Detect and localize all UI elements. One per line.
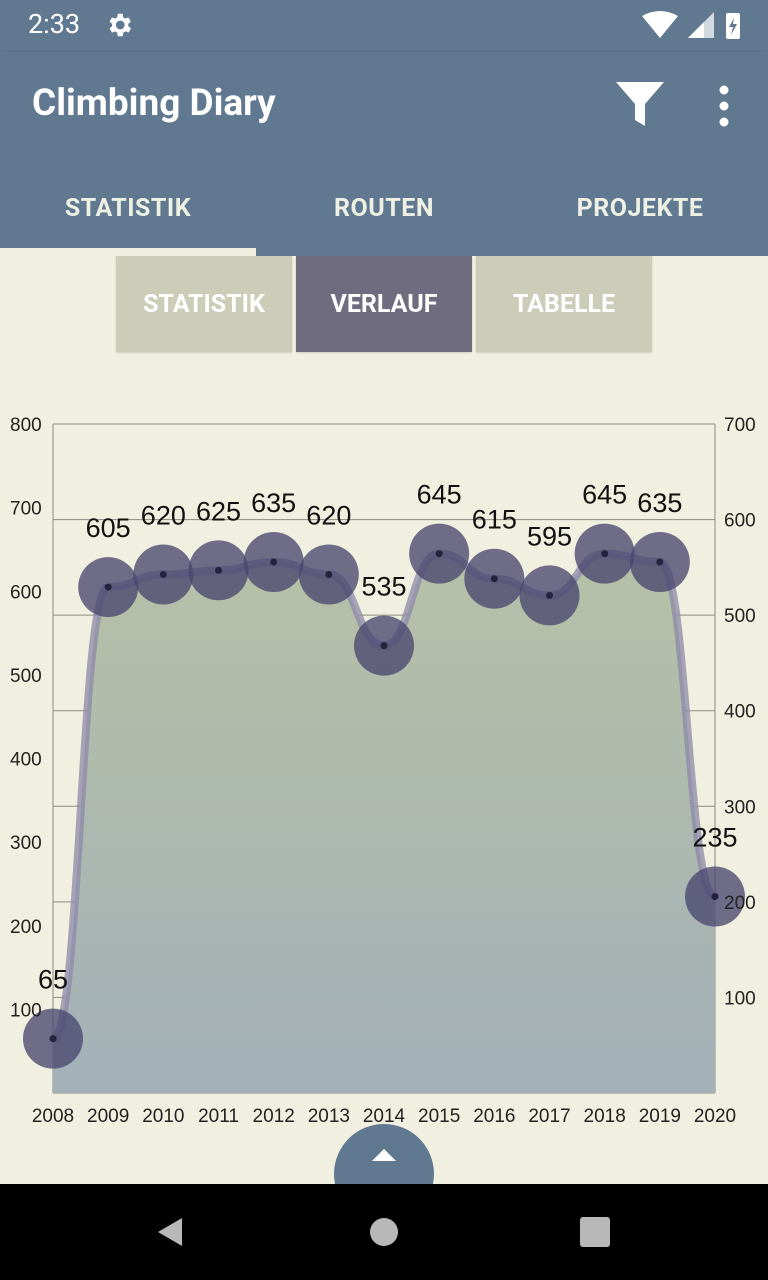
right-y-tick-label: 600 xyxy=(724,511,756,532)
status-time: 2:33 xyxy=(28,8,81,40)
chevron-up-icon xyxy=(372,1149,396,1161)
data-label: 605 xyxy=(86,513,131,543)
data-point-center xyxy=(656,558,664,566)
left-y-tick-label: 600 xyxy=(10,582,42,603)
x-tick-label: 2012 xyxy=(253,1106,295,1127)
app-title: Climbing Diary xyxy=(32,82,276,125)
data-point-center xyxy=(159,571,167,579)
data-point-center xyxy=(270,558,278,566)
data-point-center xyxy=(546,591,553,599)
left-y-tick-label: 500 xyxy=(10,666,42,687)
tab-projekte[interactable]: PROJEKTE xyxy=(576,193,704,223)
left-y-tick-label: 400 xyxy=(10,750,42,771)
data-label: 625 xyxy=(196,496,241,526)
left-y-tick-label: 100 xyxy=(10,1000,42,1021)
data-label: 65 xyxy=(38,965,68,995)
back-icon[interactable] xyxy=(154,1216,186,1248)
data-label: 615 xyxy=(472,505,517,535)
history-chart: 65 605 620 625 635 620 535 645 615 595 645 635 235 2… xyxy=(0,360,768,1180)
home-icon[interactable] xyxy=(370,1218,398,1246)
x-tick-label: 2014 xyxy=(363,1106,406,1127)
x-tick-label: 2019 xyxy=(639,1106,681,1127)
x-tick-label: 2018 xyxy=(584,1106,626,1127)
x-tick-label: 2020 xyxy=(694,1106,736,1127)
data-label: 635 xyxy=(637,488,682,518)
left-y-tick-label: 700 xyxy=(10,499,42,520)
x-tick-label: 2013 xyxy=(308,1106,350,1127)
x-tick-label: 2016 xyxy=(473,1106,515,1127)
recent-apps-icon[interactable] xyxy=(580,1217,610,1247)
right-y-tick-label: 200 xyxy=(724,893,756,914)
right-y-tick-label: 300 xyxy=(724,797,756,818)
data-label: 635 xyxy=(251,488,296,518)
more-vert-icon[interactable] xyxy=(706,84,742,128)
wifi-icon xyxy=(642,11,678,38)
data-label: 620 xyxy=(306,501,351,531)
x-tick-label: 2009 xyxy=(87,1106,129,1127)
data-label: 645 xyxy=(417,480,462,510)
x-tick-label: 2008 xyxy=(32,1106,74,1127)
right-y-tick-label: 700 xyxy=(724,415,756,436)
chart-area-fill xyxy=(53,553,715,1093)
right-y-tick-label: 500 xyxy=(724,606,756,627)
segment-statistik[interactable]: STATISTIK xyxy=(116,256,292,352)
data-point-center xyxy=(380,642,388,650)
status-icons xyxy=(642,11,740,39)
segment-verlauf[interactable]: VERLAUF xyxy=(296,256,472,352)
data-label: 620 xyxy=(141,501,186,531)
data-point-center xyxy=(435,550,443,558)
data-point-center xyxy=(325,571,333,579)
segment-tabelle[interactable]: TABELLE xyxy=(476,256,652,352)
data-point-center xyxy=(490,575,498,583)
status-bar: 2:33 xyxy=(0,0,768,52)
data-label: 595 xyxy=(527,521,572,551)
data-label: 235 xyxy=(692,822,737,852)
data-point-center xyxy=(49,1035,57,1043)
data-point-center xyxy=(215,566,222,574)
tab-routen[interactable]: ROUTEN xyxy=(334,193,434,223)
chart-svg: 65 605 620 625 635 620 535 645 615 595 645 635 235 2… xyxy=(10,415,756,1127)
left-y-tick-label: 300 xyxy=(10,833,42,854)
settings-gear-icon xyxy=(109,13,131,37)
left-y-tick-label: 800 xyxy=(10,415,42,436)
data-point-center xyxy=(601,550,609,558)
data-point-center xyxy=(711,892,719,900)
x-tick-label: 2010 xyxy=(142,1106,184,1127)
x-tick-label: 2011 xyxy=(198,1106,239,1127)
left-y-tick-label: 200 xyxy=(10,917,42,938)
data-label: 645 xyxy=(582,480,627,510)
right-y-tick-label: 100 xyxy=(724,988,756,1009)
data-label: 535 xyxy=(361,572,406,602)
data-point-center xyxy=(104,583,112,591)
main-tabs: STATISTIK ROUTEN PROJEKTE xyxy=(0,160,768,256)
x-tick-label: 2017 xyxy=(528,1106,570,1127)
app-bar: Climbing Diary xyxy=(0,52,768,160)
filter-icon[interactable] xyxy=(612,80,668,130)
active-tab-indicator xyxy=(0,248,256,256)
right-y-tick-label: 400 xyxy=(724,702,756,723)
x-tick-label: 2015 xyxy=(418,1106,460,1127)
tab-statistik[interactable]: STATISTIK xyxy=(64,193,192,223)
